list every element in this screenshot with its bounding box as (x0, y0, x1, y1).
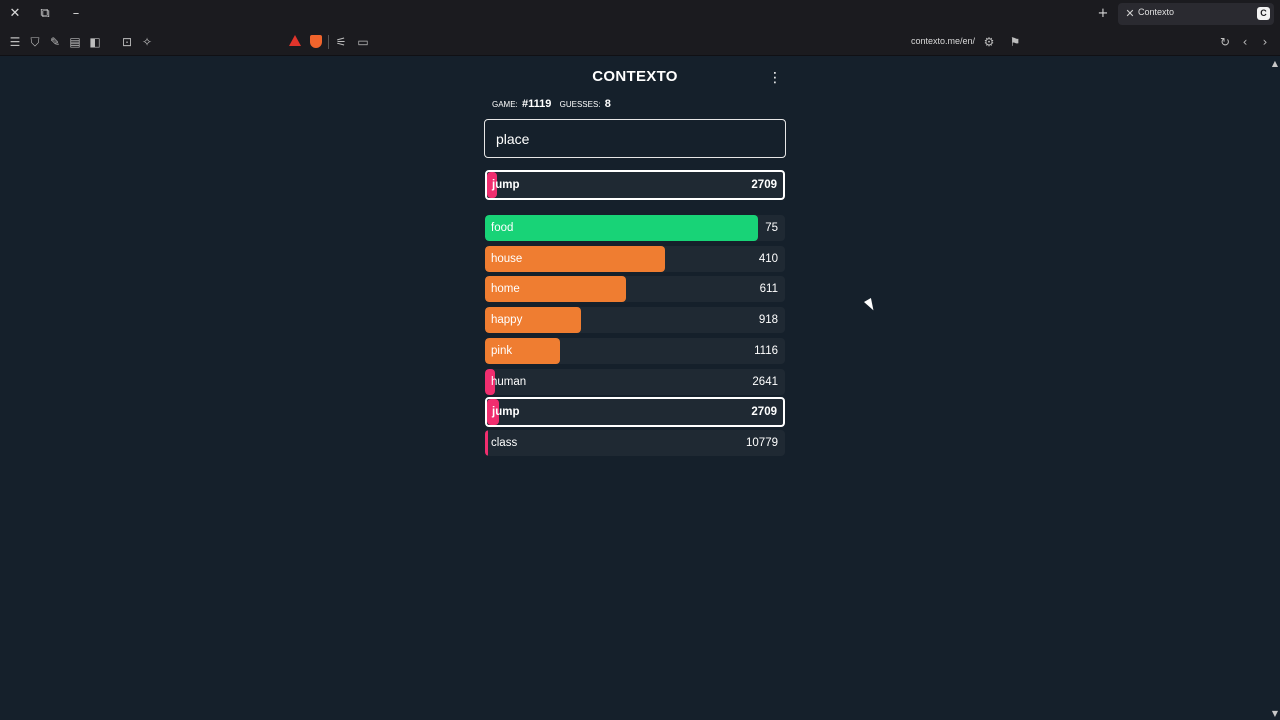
browser-toolbar: ☰ ⛉ ✎ ▤ ◧ ⊡ ✧ ⚟ ▭ contexto.me/en/ ⚙ ⚑ ↻ … (0, 28, 1280, 56)
guess-word: class (491, 436, 518, 449)
sidebar-icon[interactable]: ◧ (89, 35, 101, 49)
guess-distance: 410 (758, 252, 778, 265)
guess-bar (485, 245, 665, 272)
guess-row: food 75 (485, 215, 785, 241)
minimize-icon[interactable]: – (72, 6, 80, 21)
extensions-icon[interactable]: ✧ (141, 35, 153, 49)
bookmark-icon[interactable]: ⚑ (1009, 35, 1021, 49)
extension-group: ⚟ ▭ (282, 32, 374, 52)
guess-row: pink 1116 (485, 337, 785, 364)
guess-row: home 611 (485, 276, 785, 303)
divider (328, 35, 329, 49)
browser-titlebar: ✕ ⧉ – + ✕ Contexto C (0, 0, 1280, 28)
restore-icon[interactable]: ⧉ (40, 6, 50, 21)
guess-row: jump 2709 (485, 397, 785, 428)
guess-row: human 2641 (485, 368, 785, 395)
guess-word: happy (491, 314, 523, 327)
last-guess-distance: 2709 (751, 179, 777, 191)
game-title: CONTEXTO (592, 68, 678, 85)
close-icon[interactable]: ✕ (9, 6, 21, 21)
shield-icon[interactable]: ⛉ (30, 35, 40, 49)
guess-row: house 410 (485, 245, 785, 272)
tab-close-icon[interactable]: ✕ (1125, 7, 1135, 20)
reload-icon[interactable]: ↻ (1219, 35, 1231, 49)
scrollbar[interactable]: ▲ ▼ (1270, 57, 1280, 720)
guess-bar (485, 215, 758, 241)
back-icon[interactable]: ‹ (1242, 35, 1248, 49)
reader-icon[interactable]: ▭ (357, 35, 369, 49)
browser-tab[interactable]: ✕ Contexto C (1118, 3, 1274, 25)
menu-icon[interactable]: ☰ (9, 35, 21, 49)
tabs-icon[interactable]: ▤ (69, 35, 81, 49)
brave-shield-icon[interactable] (310, 35, 322, 48)
guess-row: happy 918 (485, 307, 785, 334)
guesses-count: 8 (604, 98, 611, 110)
guess-word: house (491, 252, 523, 265)
guess-bar (485, 368, 495, 395)
tab-title: Contexto (1138, 7, 1175, 17)
site-settings-icon[interactable]: ⚙ (983, 35, 995, 49)
last-guess-word: jump (492, 179, 520, 191)
guess-distance: 2641 (752, 375, 778, 388)
tab-favicon: C (1257, 7, 1270, 20)
guess-input[interactable] (484, 119, 786, 158)
guess-word: pink (491, 344, 513, 357)
guess-word: food (491, 222, 514, 234)
guess-word: home (491, 283, 520, 296)
brave-rewards-icon[interactable] (289, 35, 301, 46)
guess-distance: 2709 (751, 406, 777, 419)
guess-row: class 10779 (485, 429, 785, 456)
guess-word: jump (492, 406, 520, 419)
scroll-down-icon[interactable]: ▼ (1271, 709, 1279, 718)
guess-bar (487, 399, 499, 426)
translate-icon[interactable]: ⚟ (335, 35, 347, 49)
address-bar[interactable]: contexto.me/en/ (910, 36, 975, 46)
guess-distance: 10779 (746, 436, 778, 449)
screenshot-icon[interactable]: ⊡ (121, 35, 133, 49)
forward-icon[interactable]: › (1262, 35, 1268, 49)
guess-distance: 918 (758, 314, 778, 327)
guess-distance: 1116 (754, 344, 778, 357)
game-info: GAME: #1119 GUESSES: 8 (492, 98, 617, 110)
puzzle-icon[interactable]: ✎ (49, 35, 61, 49)
guess-bar (485, 307, 581, 334)
guess-word: human (491, 375, 527, 388)
last-guess-bar (487, 172, 497, 198)
more-options-icon[interactable]: ⋮ (768, 70, 782, 86)
guesses-label: GUESSES: (559, 100, 601, 109)
scroll-up-icon[interactable]: ▲ (1271, 59, 1279, 68)
new-tab-icon[interactable]: + (1097, 6, 1109, 21)
guess-distance: 611 (759, 283, 778, 296)
guess-bar (485, 276, 626, 303)
game-label: GAME: (492, 100, 518, 109)
game-number: #1119 (522, 98, 552, 110)
guess-bar (485, 429, 488, 456)
last-guess-row: jump 2709 (485, 170, 785, 200)
guess-distance: 75 (765, 222, 778, 234)
guess-bar (485, 337, 560, 364)
